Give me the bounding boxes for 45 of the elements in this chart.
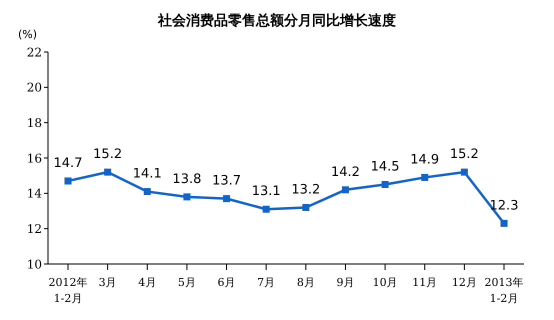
x-tick-label: 10月 — [372, 276, 398, 289]
point — [342, 186, 349, 194]
point — [382, 181, 389, 188]
x-tick-label: 6月 — [218, 276, 236, 289]
x-tick-label: 4月 — [138, 276, 156, 289]
point — [64, 177, 72, 184]
point — [262, 206, 270, 213]
point — [421, 174, 428, 181]
point — [500, 220, 508, 227]
point — [460, 168, 468, 176]
x-tick-label: 3月 — [98, 276, 117, 289]
y-tick-label: 18 — [26, 116, 42, 130]
chart-title: 社会消费品零售总额分月同比增长速度 — [158, 13, 396, 29]
data-label: 15.2 — [450, 147, 479, 162]
data-label: 13.2 — [291, 182, 320, 198]
data-label: 14.5 — [370, 160, 400, 174]
data-label: 14.9 — [410, 152, 440, 168]
x-tick-label: 2013年 1-2月 — [484, 276, 524, 305]
data-label: 15.2 — [93, 147, 122, 162]
y-tick-label: 16 — [26, 151, 42, 166]
x-tick-label: 9月 — [336, 276, 354, 289]
x-tick-label: 12月 — [452, 276, 477, 289]
point — [144, 188, 151, 196]
x-tick-label: 7月 — [257, 276, 276, 289]
y-axis-title: (%) — [18, 28, 38, 41]
x-tick-label: 5月 — [178, 276, 196, 289]
point — [223, 195, 230, 202]
y-tick-label: 20 — [26, 80, 42, 95]
y-tick-label: 10 — [26, 257, 42, 272]
y-tick-label: 22 — [26, 45, 42, 60]
point — [104, 168, 112, 176]
point — [302, 204, 310, 211]
x-tick-label: 8月 — [296, 276, 315, 289]
data-label: 14.7 — [54, 156, 82, 171]
x-tick-label: 2012年 1-2月 — [48, 276, 88, 305]
point — [183, 193, 190, 200]
data-label: 13.8 — [172, 172, 202, 187]
data-label: 13.7 — [212, 174, 242, 189]
data-label: 14.2 — [330, 164, 360, 180]
y-tick-label: 14 — [26, 186, 42, 201]
data-label: 12.3 — [490, 198, 518, 214]
x-tick-label: 11月 — [412, 276, 438, 289]
data-label: 14.1 — [132, 166, 162, 182]
data-label: 13.1 — [252, 184, 281, 200]
y-tick-label: 12 — [26, 222, 42, 236]
